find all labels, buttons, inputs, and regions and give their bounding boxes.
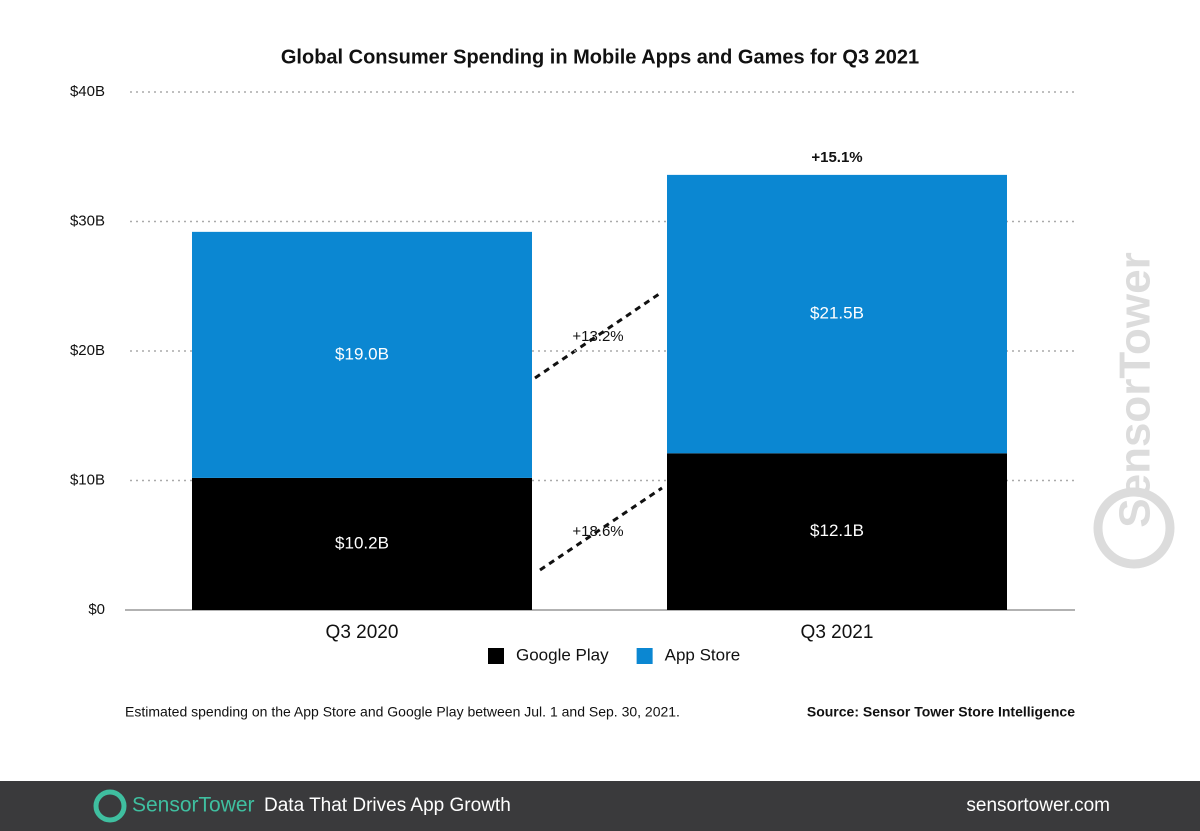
bar-segment — [192, 477, 532, 610]
footer-bar — [0, 781, 1200, 831]
footer-url: sensortower.com — [966, 795, 1110, 816]
value-label: $19.0B — [335, 344, 389, 363]
watermark-logo — [1093, 487, 1175, 569]
connector — [539, 486, 663, 572]
y-tick-label: $10B — [70, 471, 105, 488]
legend-label: App Store — [665, 645, 741, 664]
y-tick-label: $0 — [88, 601, 105, 618]
connector — [534, 290, 663, 380]
annotation: +15.1% — [811, 149, 862, 166]
y-tick-label: $40B — [70, 83, 105, 100]
y-tick-label: $20B — [70, 342, 105, 359]
bar-segment — [667, 174, 1007, 454]
value-label: $12.1B — [810, 521, 864, 540]
footnote: Estimated spending on the App Store and … — [125, 704, 680, 720]
watermark: SensorTower — [1111, 252, 1160, 527]
footer-logo — [93, 789, 127, 823]
watermark-text: SensorTower — [1111, 252, 1160, 527]
y-tick-label: $30B — [70, 212, 105, 229]
legend-swatch — [636, 648, 653, 664]
footer-tagline: Data That Drives App Growth — [264, 795, 511, 816]
value-label: $10.2B — [335, 533, 389, 552]
value-label: $21.5B — [810, 304, 864, 323]
bar-segment — [667, 453, 1007, 610]
source: Source: Sensor Tower Store Intelligence — [807, 704, 1075, 720]
annotation: +18.6% — [572, 523, 623, 540]
bar-segment — [192, 231, 532, 478]
footer-brand: SensorTower — [132, 794, 255, 817]
x-tick-label: Q3 2021 — [801, 622, 874, 643]
legend-label: Google Play — [516, 645, 609, 664]
annotation: +13.2% — [572, 328, 623, 345]
chart-title: Global Consumer Spending in Mobile Apps … — [281, 46, 919, 68]
x-tick-label: Q3 2020 — [326, 622, 399, 643]
legend-swatch — [488, 648, 504, 664]
